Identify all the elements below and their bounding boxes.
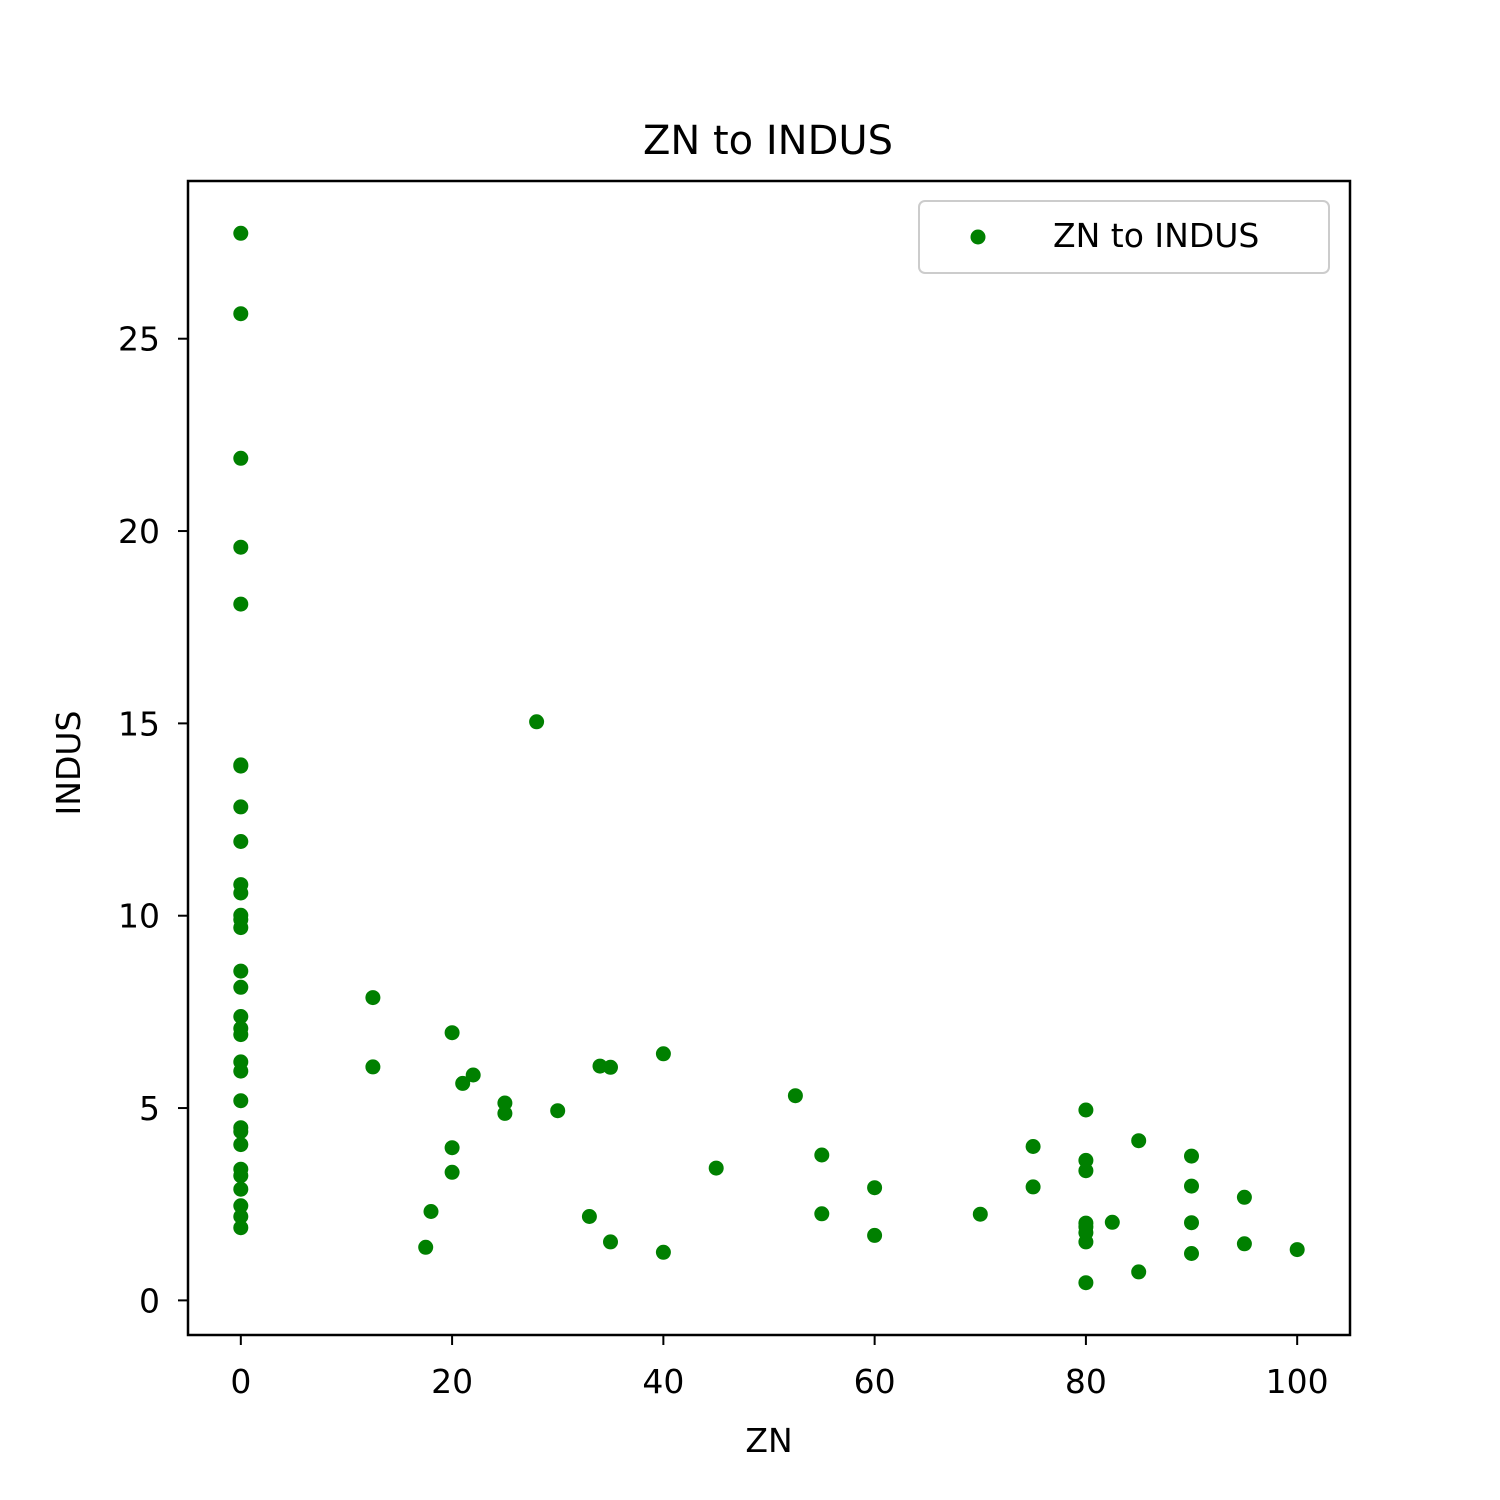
data-point [1184,1246,1199,1261]
data-point [814,1147,830,1163]
data-point [233,1009,249,1024]
data-point [444,1140,460,1156]
data-point [529,714,545,730]
data-point [444,1025,460,1041]
x-axis-ticks: 0 20 40 60 80 100 [230,1335,1329,1401]
data-point [550,1103,566,1119]
y-tick-label: 25 [118,320,160,359]
data-point [655,1046,671,1062]
data-point [233,1063,249,1079]
data-point [233,1209,249,1224]
data-point [1131,1264,1147,1280]
data-point [1078,1102,1094,1118]
plot-frame [186,179,1352,1337]
data-point [233,1093,249,1109]
data-point [233,539,249,555]
legend-box [918,200,1330,274]
data-point [233,834,249,849]
legend: ZN to INDUS [918,200,1330,274]
data-point [1184,1148,1199,1164]
y-tick-label: 15 [118,704,160,743]
data-point [233,1220,249,1236]
legend-label: ZN to INDUS [1053,216,1259,255]
data-point [423,1204,439,1219]
data-point [1131,1133,1147,1149]
data-point [1236,1189,1252,1205]
data-point [1289,1242,1305,1258]
data-point [233,1181,249,1197]
x-tick-label: 40 [642,1362,684,1401]
x-tick-label: 0 [230,1362,251,1401]
data-point [1078,1275,1094,1291]
data-point [867,1180,883,1196]
data-point [1184,1215,1199,1231]
y-tick-label: 20 [118,512,160,551]
data-point [444,1164,460,1180]
data-point [418,1239,434,1255]
data-point [1236,1236,1252,1252]
data-point [233,758,249,774]
data-point [497,1095,513,1111]
chart-title: ZN to INDUS [643,118,893,164]
data-point [233,225,249,241]
data-point [867,1227,883,1243]
data-point [708,1160,724,1176]
data-point [233,1137,249,1153]
data-point [1078,1234,1094,1250]
data-point [233,450,249,466]
data-point [603,1059,618,1075]
data-point [787,1088,803,1104]
data-point [365,990,381,1006]
x-axis-label: ZN [745,1421,792,1460]
y-tick-label: 0 [139,1281,160,1320]
x-tick-label: 20 [431,1362,473,1401]
data-point [497,1105,513,1121]
y-axis-ticks: 0 5 10 15 20 25 [118,320,188,1320]
data-point [233,1124,249,1139]
data-point [233,979,249,995]
y-tick-label: 5 [139,1089,160,1128]
data-point [1078,1163,1094,1179]
points-layer [233,225,1305,1291]
data-point [1078,1152,1094,1168]
data-point [603,1234,618,1250]
y-axis-label: INDUS [49,711,88,816]
data-point [1025,1179,1041,1195]
data-point [814,1206,830,1222]
x-tick-label: 80 [1065,1362,1107,1401]
data-point [233,963,249,979]
data-point [233,1027,249,1043]
data-point [1025,1139,1041,1154]
data-point [465,1067,481,1083]
data-point [455,1075,471,1091]
data-point [233,920,249,936]
data-point [972,1206,988,1222]
data-point [233,885,249,901]
data-point [233,1198,249,1214]
y-tick-label: 10 [118,897,160,936]
x-tick-label: 60 [854,1362,896,1401]
data-point [233,596,249,612]
data-point [365,1059,381,1075]
data-point [233,306,249,322]
legend-marker [970,229,986,245]
data-point [1104,1214,1120,1230]
data-point [581,1209,597,1224]
data-point [655,1244,671,1260]
data-point [233,1168,249,1184]
x-tick-label: 100 [1266,1362,1329,1401]
data-point [1184,1178,1199,1194]
data-point [233,799,249,815]
